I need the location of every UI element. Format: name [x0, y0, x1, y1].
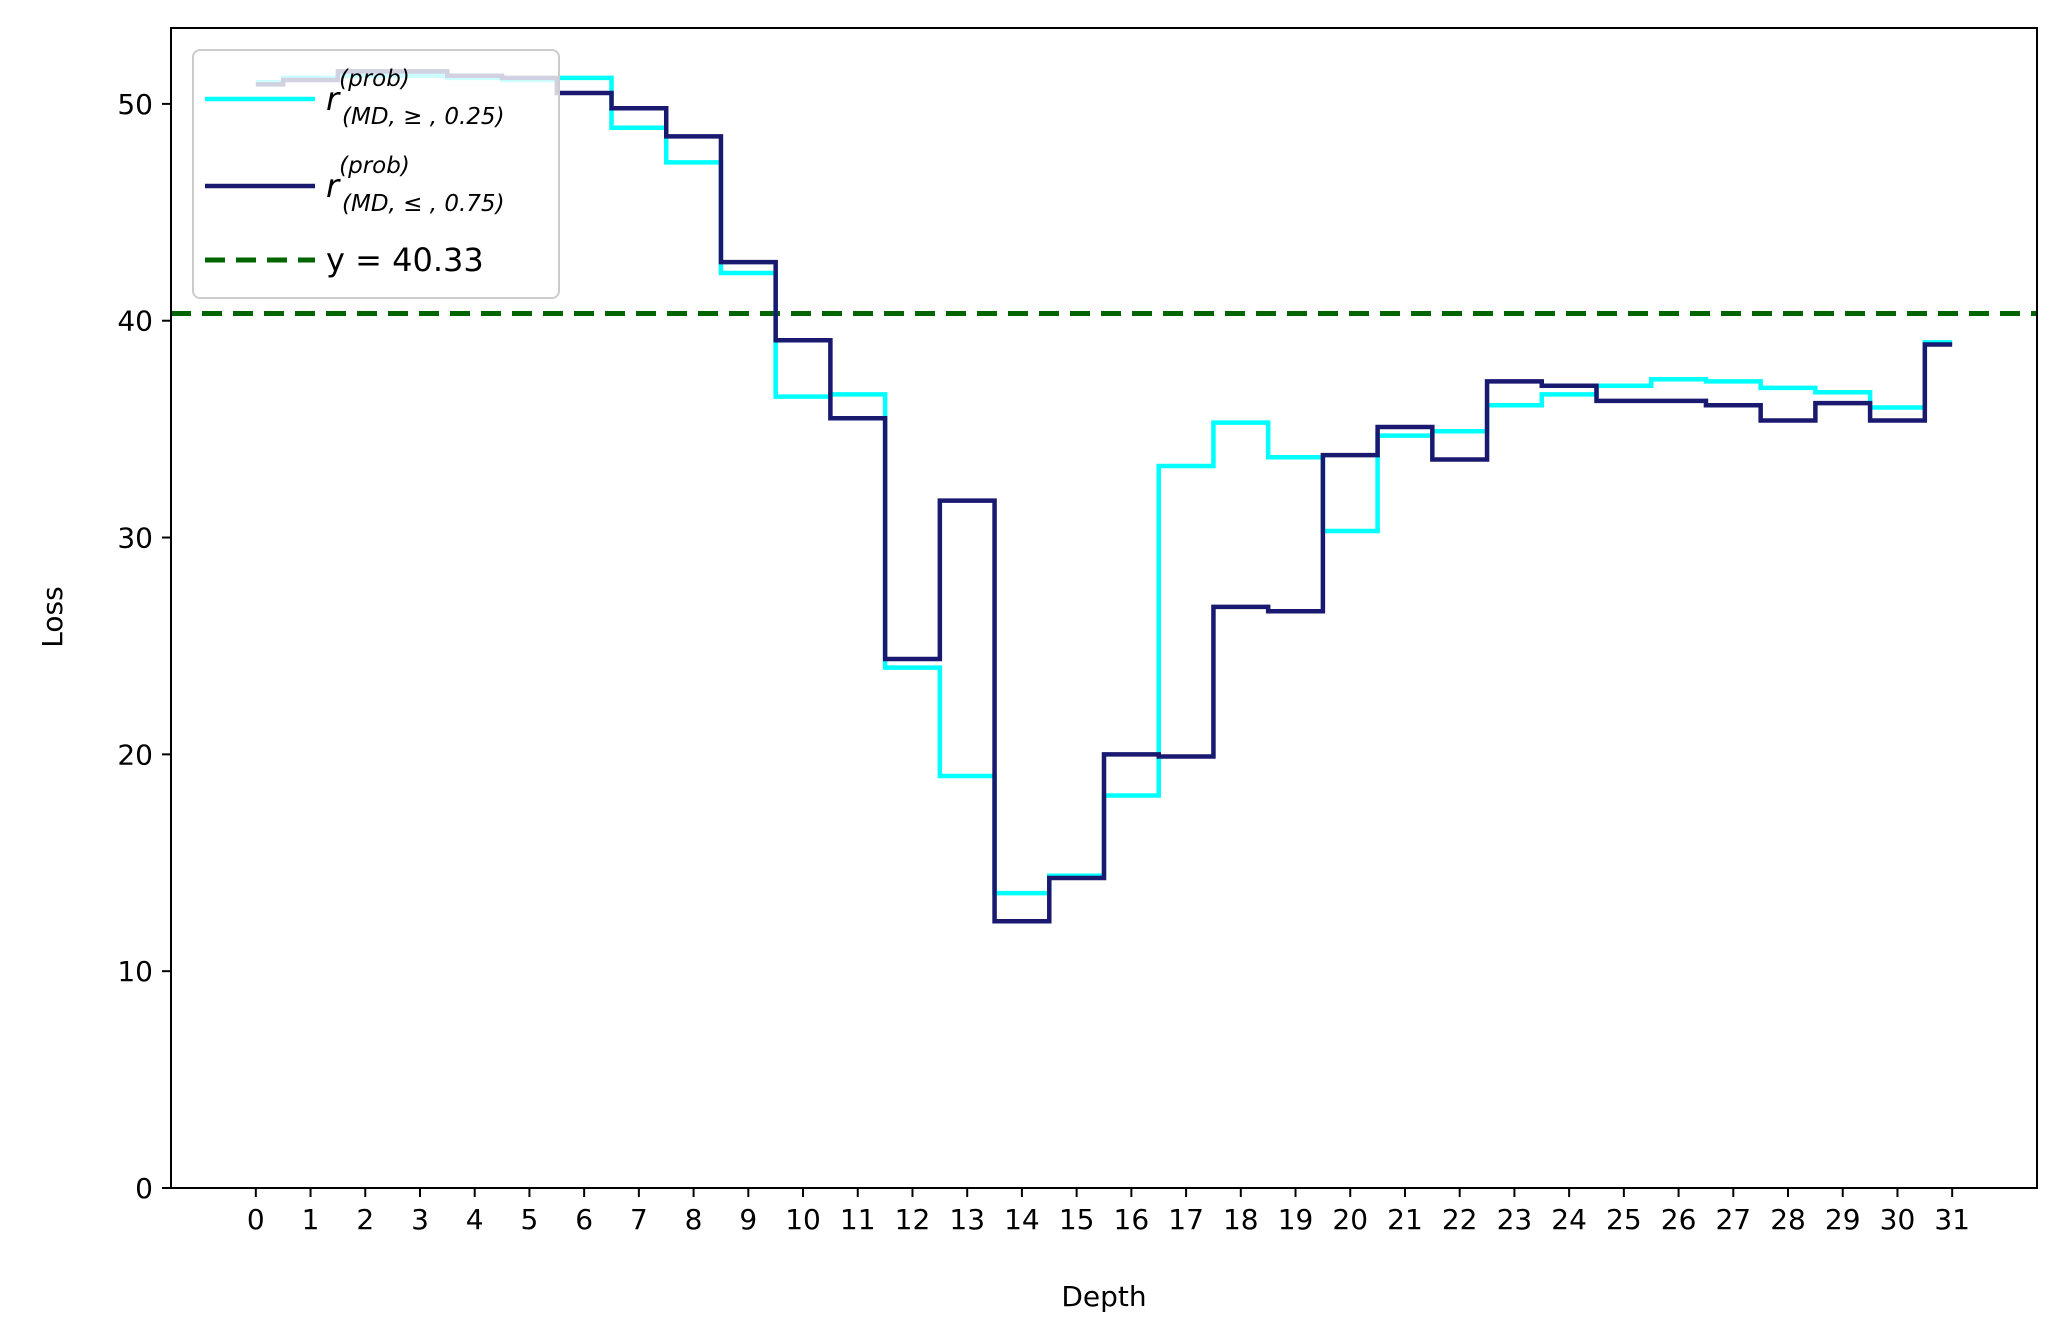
- y-axis: 0 10 20 30 40 50: [117, 88, 171, 1205]
- legend-sublabel-series-0: (MD, ≥ , 0.25): [342, 104, 505, 130]
- x-tick-label: 28: [1770, 1203, 1806, 1236]
- x-tick-label: 15: [1059, 1203, 1095, 1236]
- x-tick-label: 10: [785, 1203, 821, 1236]
- legend-label-series-1: r(prob): [326, 153, 410, 205]
- x-tick-label: 17: [1168, 1203, 1204, 1236]
- x-tick-label: 16: [1114, 1203, 1150, 1236]
- legend-sublabel-series-1: (MD, ≤ , 0.75): [342, 191, 505, 217]
- x-tick-label: 26: [1661, 1203, 1697, 1236]
- x-tick-label: 30: [1880, 1203, 1916, 1236]
- x-axis: 0 1 2 3 4 5 6 7 8 9 10 11 12 13 14 15 16 17 18 19 20 21 22 23 24…: [247, 1188, 1970, 1236]
- x-tick-label: 12: [895, 1203, 931, 1236]
- x-tick-label: 21: [1387, 1203, 1423, 1236]
- axes-frame: [170, 27, 2038, 1189]
- x-tick-label: 8: [685, 1203, 703, 1236]
- x-tick-label: 22: [1442, 1203, 1478, 1236]
- legend-frame: [192, 49, 560, 299]
- x-tick-label: 2: [356, 1203, 374, 1236]
- x-tick-label: 9: [739, 1203, 757, 1236]
- x-tick-label: 3: [411, 1203, 429, 1236]
- legend-label-reference: y = 40.33: [326, 241, 484, 279]
- x-tick-label: 27: [1715, 1203, 1751, 1236]
- x-tick-label: 11: [840, 1203, 876, 1236]
- x-tick-label: 4: [466, 1203, 484, 1236]
- y-tick-label: 10: [117, 955, 153, 988]
- x-tick-label: 7: [630, 1203, 648, 1236]
- x-tick-label: 19: [1278, 1203, 1314, 1236]
- x-tick-label: 24: [1551, 1203, 1587, 1236]
- y-tick-label: 50: [117, 88, 153, 121]
- x-tick-label: 31: [1934, 1203, 1970, 1236]
- legend: r(prob) (MD, ≥ , 0.25) r(prob) (MD, ≤ , …: [192, 49, 560, 299]
- y-tick-label: 0: [135, 1172, 153, 1205]
- y-tick-label: 40: [117, 305, 153, 338]
- x-tick-label: 13: [949, 1203, 985, 1236]
- x-tick-label: 5: [521, 1203, 539, 1236]
- y-tick-label: 20: [117, 738, 153, 771]
- legend-label-series-0: r(prob): [326, 66, 410, 118]
- x-tick-label: 18: [1223, 1203, 1259, 1236]
- x-tick-label: 20: [1332, 1203, 1368, 1236]
- x-tick-label: 29: [1825, 1203, 1861, 1236]
- x-tick-label: 23: [1497, 1203, 1533, 1236]
- x-tick-label: 6: [575, 1203, 593, 1236]
- x-tick-label: 1: [302, 1203, 320, 1236]
- x-tick-label: 25: [1606, 1203, 1642, 1236]
- x-tick-label: 14: [1004, 1203, 1040, 1236]
- x-axis-label: Depth: [1061, 1280, 1146, 1313]
- y-tick-label: 30: [117, 522, 153, 555]
- y-axis-label: Loss: [36, 586, 69, 647]
- x-tick-label: 0: [247, 1203, 265, 1236]
